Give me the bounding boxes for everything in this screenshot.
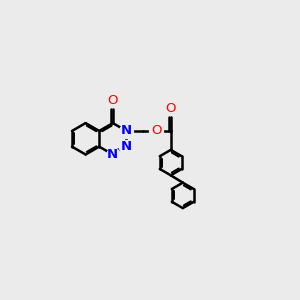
Text: O: O: [108, 94, 118, 107]
Text: N: N: [121, 140, 132, 153]
Text: O: O: [151, 124, 162, 137]
Text: N: N: [107, 148, 118, 161]
Text: O: O: [166, 102, 176, 115]
Text: N: N: [121, 124, 132, 137]
